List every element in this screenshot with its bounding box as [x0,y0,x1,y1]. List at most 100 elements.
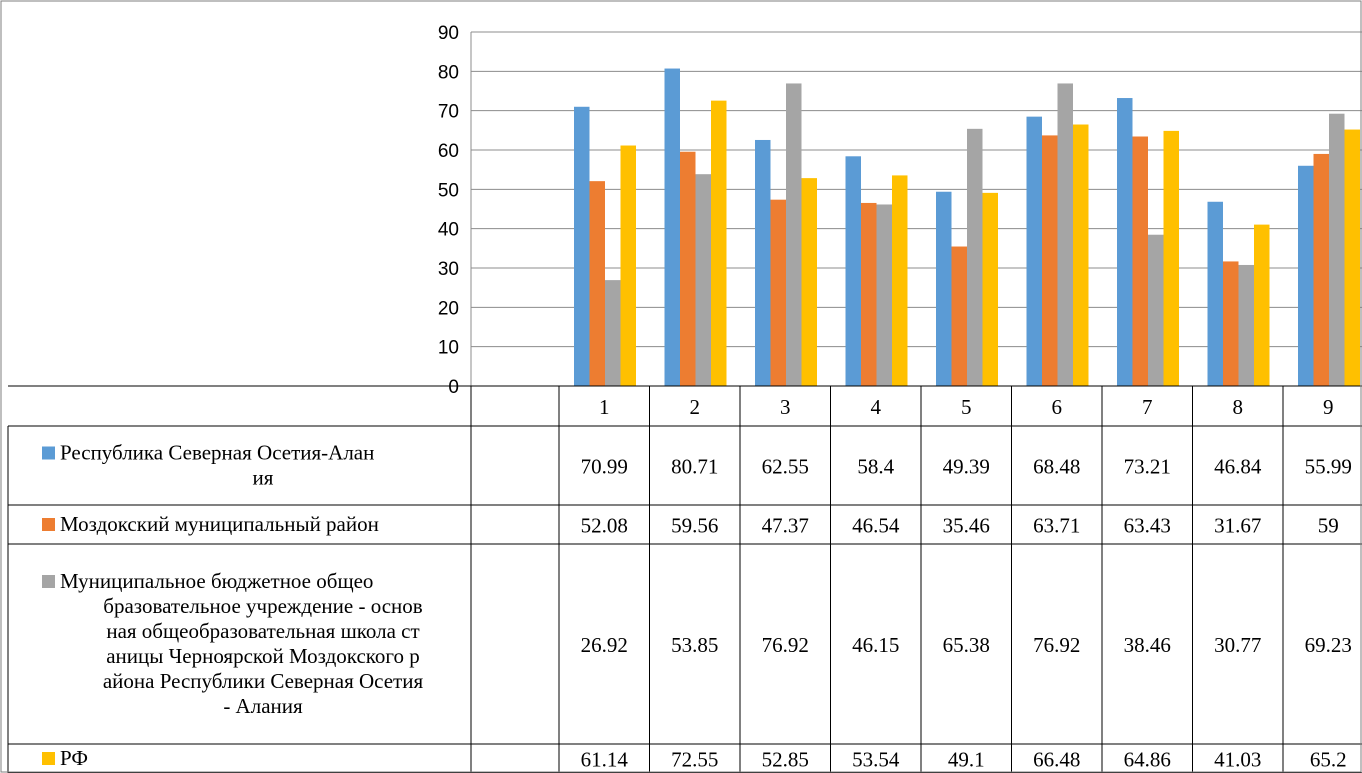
bar [1026,116,1042,387]
data-label: 53.54 [852,748,900,772]
data-label: 55.99 [1305,455,1352,479]
data-label: 59.56 [671,514,718,538]
data-label: 70.99 [581,455,628,479]
legend-swatch [42,446,55,460]
bar [1073,124,1089,387]
data-label: 61.14 [581,748,629,772]
x-tick-label: 9 [1323,395,1334,419]
bar [982,192,998,386]
data-label: 59 [1318,514,1339,538]
y-tick-label: 20 [438,298,459,319]
bar [876,204,892,386]
data-label: 52.08 [581,514,628,538]
legend-label: Муниципальное бюджетное общео [60,569,373,593]
bar [1148,234,1164,386]
bar [936,191,952,386]
x-tick-label: 5 [961,395,972,419]
y-tick-label: 10 [438,338,459,359]
bar [861,202,877,386]
data-label: 47.37 [762,514,809,538]
bar [892,175,908,386]
legend-swatch [42,575,55,588]
legend-label: ная общеобразовательная школа ст [106,619,419,643]
bar [1163,130,1179,386]
bar [1254,224,1270,386]
bar [1057,83,1073,386]
y-tick-label: 60 [438,141,459,162]
bar [770,199,786,386]
bar [1207,201,1223,386]
bar [786,83,802,386]
bar [574,106,590,386]
y-tick-label: 90 [438,23,459,44]
bar [801,178,817,386]
data-label: 31.67 [1214,514,1261,538]
bar [680,151,696,386]
data-label: 64.86 [1124,748,1171,772]
bar [1223,261,1239,386]
data-label: 63.71 [1033,514,1080,538]
data-label: 63.43 [1124,514,1171,538]
x-tick-label: 8 [1233,395,1244,419]
y-tick-label: 0 [448,377,459,398]
y-tick-label: 80 [438,62,459,83]
x-tick-label: 7 [1142,395,1153,419]
bar [1298,165,1314,386]
bar [711,100,727,387]
bar [589,181,605,386]
bar [695,174,711,386]
y-tick-label: 40 [438,220,459,241]
legend-label: Республика Северная Осетия-Алан [60,441,374,465]
data-label: 53.85 [671,633,718,657]
data-label: 46.54 [852,514,900,538]
x-tick-label: 1 [599,395,610,419]
legend-label: ия [253,466,274,490]
bar [1042,135,1058,386]
data-label: 46.84 [1214,455,1262,479]
data-label: 49.1 [948,748,985,772]
y-tick-label: 30 [438,259,459,280]
legend-label: Моздокский муниципальный район [60,512,379,536]
data-label: 30.77 [1214,633,1261,657]
data-label: 73.21 [1124,455,1171,479]
data-label: 76.92 [762,633,809,657]
legend-label: бразовательное учреждение - основ [103,594,422,618]
bar [755,139,771,386]
data-label: 65.2 [1310,748,1347,772]
legend-label: аницы Черноярской Моздокского р [106,644,420,668]
data-label: 49.39 [943,455,990,479]
data-label: 41.03 [1214,748,1261,772]
bar [1238,264,1254,386]
bar [1329,113,1345,386]
x-tick-label: 4 [871,395,882,419]
bar [605,280,621,386]
data-label: 58.4 [857,455,894,479]
bar [1117,98,1133,387]
legend-label: РФ [60,746,88,770]
x-tick-label: 2 [690,395,701,419]
data-label: 38.46 [1124,633,1171,657]
bar [951,246,967,386]
x-tick-label: 6 [1052,395,1063,419]
data-label: 35.46 [943,514,990,538]
data-label: 80.71 [671,455,718,479]
bars [574,68,1360,387]
data-label: 76.92 [1033,633,1080,657]
bar [1344,129,1360,386]
data-label: 26.92 [581,633,628,657]
y-tick-label: 70 [438,102,459,123]
x-tick-label: 3 [780,395,791,419]
bar [664,68,680,387]
bar [1132,136,1148,386]
legend-label: айона Республики Северная Осетия [103,669,424,693]
bar [967,128,983,386]
bar [1313,153,1329,386]
legend-swatch [42,518,55,531]
data-label: 65.38 [943,633,990,657]
legend-swatch [42,752,55,765]
data-label: 69.23 [1305,633,1352,657]
bar [620,145,636,386]
legend-label: - Алания [223,694,303,718]
